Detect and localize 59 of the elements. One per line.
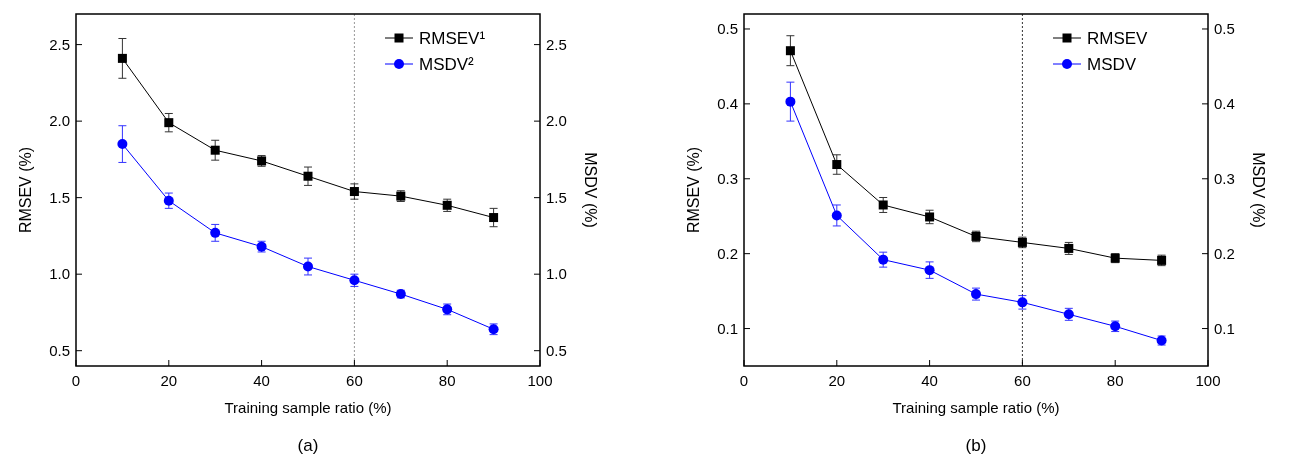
point — [785, 96, 796, 107]
y-tick-label: 2.5 — [49, 35, 70, 53]
x-tick-label: 20 — [160, 372, 178, 389]
legend-label: MSDV² — [419, 55, 475, 74]
y2-tick-label: 2.5 — [546, 35, 567, 53]
x-tick-label: 40 — [253, 372, 270, 389]
x-tick-label: 60 — [1014, 372, 1031, 389]
legend-label: MSDV — [1087, 55, 1137, 74]
point — [489, 213, 499, 223]
y-tick-label: 0.5 — [717, 19, 738, 37]
point — [832, 160, 842, 170]
y-tick-label: 0.5 — [49, 341, 70, 359]
legend-label: RMSEV¹ — [419, 29, 486, 48]
x-axis-title: Training sample ratio (%) — [224, 399, 392, 416]
y2-tick-label: 1.0 — [546, 265, 567, 283]
x-tick-label: 100 — [1195, 372, 1221, 389]
point — [164, 118, 174, 128]
point — [210, 145, 220, 155]
y2-tick-label: 0.2 — [1214, 244, 1235, 262]
y-tick-label: 0.3 — [717, 169, 738, 187]
point — [831, 210, 842, 221]
point — [117, 139, 128, 150]
y-tick-label: 1.5 — [49, 188, 70, 206]
y2-tick-label: 0.4 — [1214, 94, 1235, 112]
y-tick-label: 0.2 — [717, 244, 738, 262]
point — [303, 261, 313, 272]
y2-tick-label: 0.5 — [546, 341, 567, 359]
y2-tick-label: 1.5 — [546, 188, 567, 206]
x-tick-label: 0 — [739, 372, 749, 389]
point — [117, 53, 127, 63]
y2-tick-label: 2.0 — [546, 112, 567, 130]
point — [924, 265, 935, 276]
x-tick-label: 20 — [828, 372, 846, 389]
y2-tick-label: 0.5 — [1214, 19, 1235, 37]
y2-axis-title: MSDV (%) — [1250, 152, 1267, 228]
point — [210, 227, 221, 238]
y2-tick-label: 0.1 — [1214, 319, 1235, 337]
x-tick-label: 40 — [921, 372, 938, 389]
y2-tick-label: 0.3 — [1214, 169, 1235, 187]
point — [303, 171, 313, 181]
y-axis-title: RMSEV (%) — [17, 146, 34, 234]
y-tick-label: 2.0 — [49, 112, 70, 130]
y-tick-label: 1.0 — [49, 265, 70, 283]
y-axis-title: RMSEV (%) — [685, 146, 702, 234]
x-tick-label: 80 — [438, 372, 456, 389]
y-tick-label: 0.1 — [717, 319, 738, 337]
text: (b) — [965, 436, 987, 455]
x-tick-label: 80 — [1106, 372, 1124, 389]
y-tick-label: 0.4 — [717, 94, 738, 112]
y2-axis-title: MSDV (%) — [582, 152, 599, 228]
x-tick-label: 100 — [527, 372, 553, 389]
x-tick-label: 0 — [71, 372, 81, 389]
point — [785, 46, 795, 56]
x-axis-title: Training sample ratio (%) — [892, 399, 1060, 416]
x-tick-label: 60 — [346, 372, 363, 389]
legend-label: RMSEV — [1087, 29, 1149, 48]
text: (a) — [297, 436, 319, 455]
point — [349, 187, 359, 197]
point — [878, 200, 888, 210]
